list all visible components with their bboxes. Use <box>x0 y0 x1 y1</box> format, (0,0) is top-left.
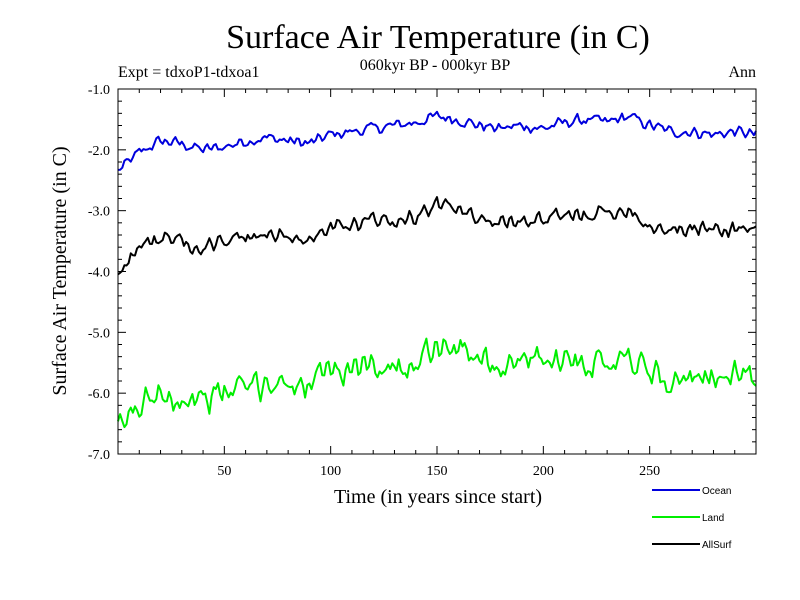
season-label: Ann <box>728 64 756 81</box>
series-lines <box>117 110 757 429</box>
plot-frame <box>117 88 757 455</box>
y-tick-label: -1.0 <box>88 83 110 98</box>
x-axis-label: Time (in years since start) <box>334 486 542 508</box>
experiment-label: Expt = tdxoP1-tdxoa1 <box>118 64 259 81</box>
y-tick-label: -5.0 <box>88 326 110 341</box>
x-tick-label: 50 <box>217 464 231 479</box>
y-tick-label: -4.0 <box>88 266 110 281</box>
series-line-land <box>117 337 757 429</box>
legend: Ocean Land AllSurf <box>652 486 732 551</box>
x-tick-label: 100 <box>320 464 341 479</box>
series-line-ocean <box>117 110 757 171</box>
x-tick-label: 150 <box>427 464 448 479</box>
legend-label-ocean: Ocean <box>702 486 731 497</box>
chart-title: Surface Air Temperature (in C) <box>226 19 650 56</box>
axis-ticks: 50 100 150 200 250 -1.0 -2.0 -3.0 -4.0 -5.0 -6.0 -7… <box>88 83 756 479</box>
x-tick-label: 250 <box>639 464 660 479</box>
y-tick-label: -2.0 <box>88 144 110 159</box>
series-line-allsurf <box>117 196 757 276</box>
y-tick-label: -3.0 <box>88 205 110 220</box>
chart-subtitle: 060kyr BP - 000kyr BP <box>360 57 511 74</box>
y-tick-label: -7.0 <box>88 448 110 463</box>
y-tick-label: -6.0 <box>88 387 110 402</box>
x-tick-label: 200 <box>533 464 554 479</box>
y-axis-label: Surface Air Temperature (in C) <box>49 146 71 395</box>
legend-label-allsurf: AllSurf <box>702 540 732 551</box>
legend-label-land: Land <box>702 513 724 524</box>
